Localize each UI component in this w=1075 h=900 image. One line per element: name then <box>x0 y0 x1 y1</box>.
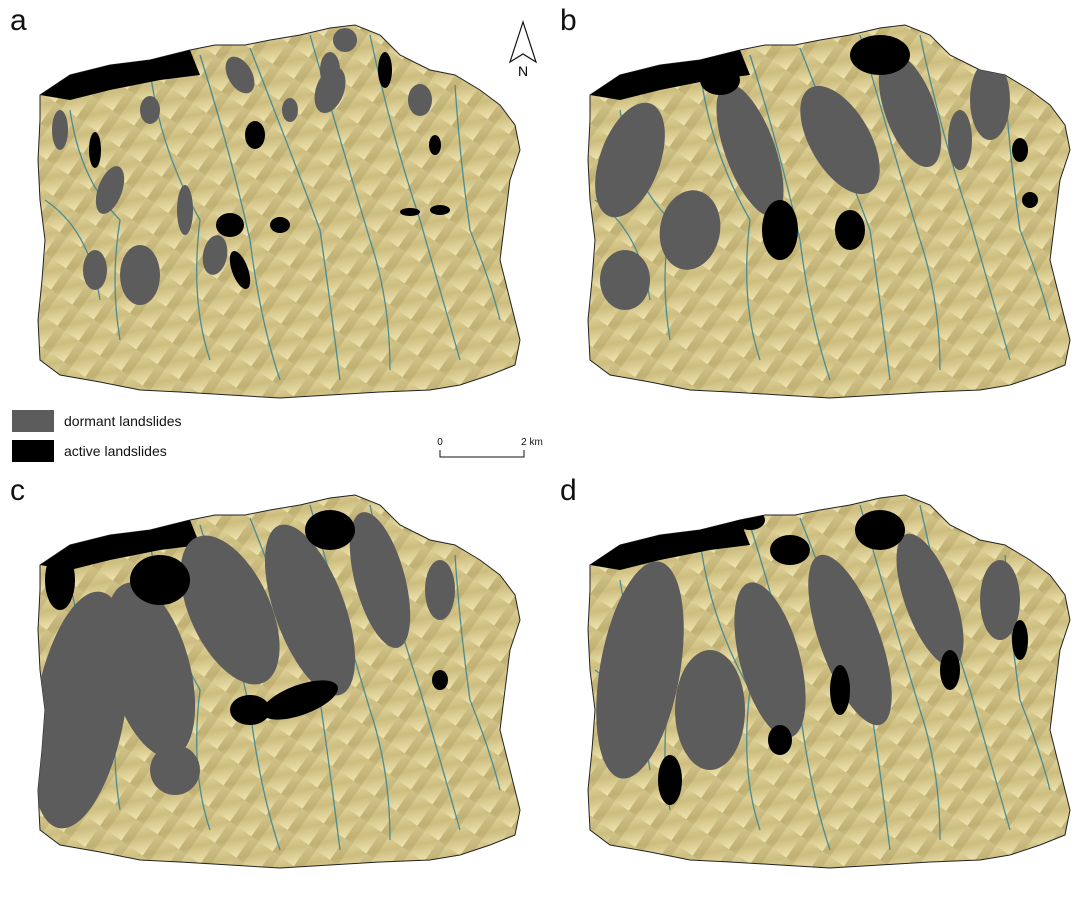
dormant-landslide <box>948 110 972 170</box>
scale-bar: 0 2 km <box>437 437 543 457</box>
active-landslide <box>855 510 905 550</box>
active-landslide <box>245 121 265 149</box>
dormant-landslide <box>970 60 1010 140</box>
legend-swatch <box>12 440 54 462</box>
active-landslide <box>216 213 244 237</box>
panel-label: a <box>10 4 27 37</box>
active-landslide <box>400 208 420 216</box>
scale-line <box>440 450 524 457</box>
active-landslide <box>762 200 798 260</box>
active-landslide <box>130 555 190 605</box>
page: a b c d N dormant landslides active landsli… <box>0 0 1075 900</box>
north-arrow: N <box>510 22 536 79</box>
scale-label: 2 km <box>521 437 543 448</box>
dormant-landslide <box>600 250 650 310</box>
map-panel: c <box>10 474 520 868</box>
active-landslide <box>1022 192 1038 208</box>
dormant-landslide <box>320 52 340 88</box>
legend-swatch <box>12 410 54 432</box>
dormant-landslide <box>83 250 107 290</box>
active-landslide <box>305 510 355 550</box>
active-landslide <box>850 35 910 75</box>
active-landslide <box>378 52 392 88</box>
map-panel: d <box>560 474 1070 868</box>
active-landslide <box>430 205 450 215</box>
active-landslide <box>270 217 290 233</box>
north-label: N <box>518 63 528 79</box>
panel-label: b <box>560 4 577 37</box>
panel-label: c <box>10 474 25 507</box>
dormant-landslide <box>425 560 455 620</box>
panel-label: d <box>560 474 577 507</box>
figure: a b c d N dormant landslides active landsli… <box>0 0 1075 900</box>
active-landslide <box>1012 138 1028 162</box>
active-landslide <box>230 695 270 725</box>
dormant-landslide <box>150 745 200 795</box>
active-landslide <box>770 535 810 565</box>
dormant-landslide <box>120 245 160 305</box>
active-landslide <box>658 755 682 805</box>
arrow-icon <box>510 22 536 62</box>
dormant-landslide <box>282 98 298 122</box>
active-landslide <box>700 65 740 95</box>
active-landslide <box>45 550 75 610</box>
dormant-landslide <box>52 110 68 150</box>
legend-label: active landslides <box>64 443 167 459</box>
active-landslide <box>940 650 960 690</box>
scale-label: 0 <box>437 437 443 448</box>
dormant-landslide <box>140 96 160 124</box>
active-landslide <box>89 132 101 168</box>
active-landslide <box>768 725 792 755</box>
map-panel: b <box>560 4 1070 398</box>
active-landslide <box>830 665 850 715</box>
dormant-landslide <box>675 650 745 770</box>
active-landslide <box>429 135 441 155</box>
active-landslide <box>835 210 865 250</box>
dormant-landslide <box>333 28 357 52</box>
legend: dormant landslides active landslides <box>12 410 182 462</box>
active-landslide <box>1012 620 1028 660</box>
dormant-landslide <box>177 185 193 235</box>
active-landslide <box>432 670 448 690</box>
dormant-landslide <box>408 84 432 116</box>
legend-label: dormant landslides <box>64 413 182 429</box>
map-panel: a <box>10 4 520 398</box>
panels: a b c d <box>10 4 1070 868</box>
